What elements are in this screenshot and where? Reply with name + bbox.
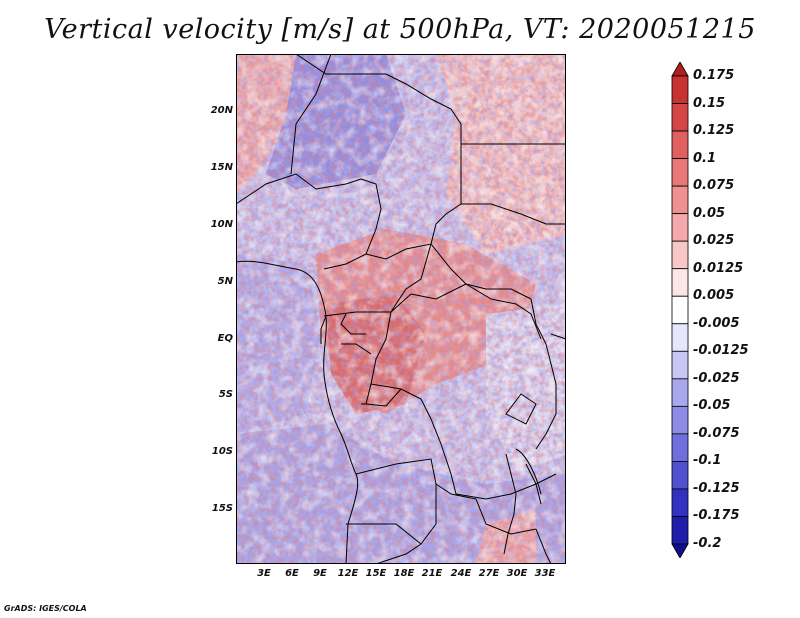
colorbar-segment: [671, 461, 689, 490]
lat-label: EQ: [217, 333, 233, 344]
lon-label: 24E: [450, 568, 472, 579]
colorbar-segment: [671, 75, 689, 104]
colorbar-level-label: 0.0125: [693, 260, 744, 276]
country-borders: [235, 53, 567, 565]
colorbar-level-label: -0.075: [693, 425, 740, 441]
colorbar-level-label: 0.1: [693, 150, 717, 166]
colorbar-level-label: -0.0125: [693, 343, 749, 359]
colorbar-segment: [671, 405, 689, 435]
colorbar-segment: [671, 240, 689, 270]
lon-label: 21E: [421, 568, 443, 579]
colorbar-level-label: 0.175: [693, 68, 735, 83]
lon-label: 30E: [506, 568, 528, 579]
colorbar-level-label: 0.025: [693, 233, 735, 249]
map-panel: [235, 53, 567, 568]
colorbar-segment: [671, 213, 689, 242]
map-frame: [236, 54, 566, 564]
colorbar-segment: [671, 350, 689, 380]
colorbar-level-label: 0.15: [693, 95, 726, 111]
credit-text: GrADS: IGES/COLA: [4, 604, 87, 613]
colorbar-segment: [671, 158, 689, 187]
colorbar-segment: [671, 323, 689, 352]
colorbar-segment: [671, 130, 689, 159]
lat-label: 15S: [211, 503, 233, 514]
colorbar-segment: [671, 268, 689, 297]
lat-label: 5N: [217, 276, 233, 287]
vertical-velocity-map: [235, 53, 567, 565]
colorbar-segment: [671, 488, 689, 517]
colorbar-segment: [671, 185, 689, 215]
colorbar-top-arrow: [671, 62, 689, 77]
lon-label: 3E: [257, 568, 271, 579]
lat-label: 20N: [210, 105, 233, 116]
colorbar-level-label: -0.025: [693, 370, 740, 386]
lon-label: 27E: [478, 568, 500, 579]
colorbar-level-label: 0.05: [693, 205, 726, 221]
lon-label: 18E: [393, 568, 415, 579]
colorbar-segment: [671, 295, 689, 325]
lon-label: 15E: [365, 568, 387, 579]
map-title: Vertical velocity [m/s] at 500hPa, VT: 2…: [44, 14, 756, 45]
lon-label: 12E: [337, 568, 359, 579]
lon-label: 6E: [285, 568, 299, 579]
colorbar-level-label: -0.2: [693, 536, 722, 551]
colorbar-bottom-arrow: [671, 543, 689, 558]
lon-label: 33E: [534, 568, 556, 579]
colorbar-level-label: 0.125: [693, 123, 735, 139]
colorbar-level-label: 0.075: [693, 178, 735, 194]
lat-label: 5S: [218, 389, 233, 400]
lat-label: 10N: [210, 219, 233, 230]
colorbar-level-label: -0.05: [693, 398, 731, 414]
colorbar-level-label: -0.1: [693, 453, 722, 469]
lon-label: 9E: [313, 568, 327, 579]
field-texture-white: [236, 54, 566, 564]
colorbar-segment: [671, 378, 689, 407]
colorbar-level-label: -0.125: [693, 480, 740, 496]
colorbar-segment: [671, 433, 689, 462]
lat-label: 10S: [211, 446, 233, 457]
colorbar-level-label: -0.005: [693, 315, 740, 331]
colorbar-segment: [671, 516, 689, 545]
colorbar-segment: [671, 103, 689, 132]
colorbar-scale: [671, 62, 689, 558]
lat-label: 15N: [210, 162, 233, 173]
colorbar-level-label: -0.175: [693, 508, 740, 524]
colorbar-level-label: 0.005: [693, 288, 735, 304]
